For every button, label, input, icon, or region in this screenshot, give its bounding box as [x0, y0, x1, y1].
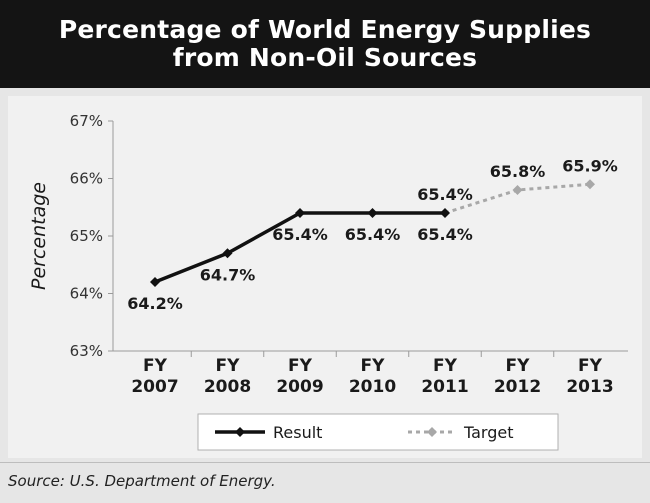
x-tick-label: FY [506, 356, 531, 376]
plot-panel: 63% 64% 65% 66% 67% Percentage FY 2007 FY 2008 FY 2… [8, 96, 642, 458]
data-label-result: 65.4% [345, 225, 401, 244]
y-tick-label: 66% [70, 170, 103, 188]
legend-box [197, 413, 559, 451]
x-tick-label: 2013 [566, 377, 613, 397]
data-label-result: 65.4% [417, 225, 473, 244]
data-point-result [150, 277, 160, 287]
x-tick-label: 2008 [204, 377, 251, 397]
data-point-target [512, 185, 523, 195]
line-chart: 63%64%65%66%67%PercentageFY2007FY2008FY2… [28, 112, 628, 451]
chart-header: Percentage of World Energy Supplies from… [0, 0, 650, 88]
data-label-result: 64.7% [200, 265, 256, 284]
data-point-result [222, 248, 233, 259]
x-tick-label: 2011 [421, 377, 468, 397]
y-axis-title: Percentage [28, 182, 50, 290]
footer-divider [0, 462, 650, 463]
data-label-result: 65.4% [272, 225, 328, 244]
legend-marker-target [427, 427, 437, 437]
data-point-result [295, 208, 305, 218]
x-tick-label: 2007 [131, 377, 178, 397]
y-tick-label: 64% [70, 285, 103, 303]
data-point-result [367, 208, 378, 218]
data-label-target: 65.8% [490, 162, 546, 181]
data-label-target: 65.9% [562, 156, 618, 175]
y-tick-label: 65% [70, 227, 103, 245]
legend-label-result: Result [273, 423, 322, 442]
x-tick-label: 2010 [349, 377, 396, 397]
x-tick-label: 2009 [276, 377, 323, 397]
title-line-2: from Non-Oil Sources [172, 43, 478, 72]
legend-marker-result [235, 427, 245, 437]
data-label-target: 65.4% [417, 185, 473, 204]
series-line-result [154, 211, 445, 284]
y-tick-label: 63% [70, 342, 103, 360]
x-tick-label: FY [288, 356, 313, 376]
title-line-1: Percentage of World Energy Supplies [58, 15, 592, 44]
x-tick-label: FY [143, 356, 168, 376]
data-label-result: 64.2% [127, 294, 183, 313]
data-point-result [440, 208, 450, 218]
x-tick-label: FY [361, 356, 386, 376]
x-tick-label: FY [433, 356, 458, 376]
legend-label-target: Target [463, 423, 514, 442]
x-tick-label: FY [578, 356, 603, 376]
series-line-target [444, 182, 591, 215]
x-tick-label: 2012 [494, 377, 541, 397]
data-point-target [585, 179, 595, 190]
source-note: Source: U.S. Department of Energy. [8, 472, 276, 490]
x-tick-label: FY [216, 356, 241, 376]
y-tick-label: 67% [70, 112, 103, 130]
